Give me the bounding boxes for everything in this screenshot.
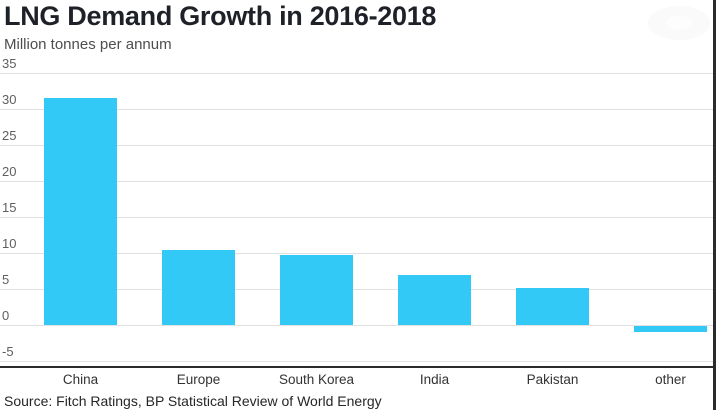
gridline-5	[0, 289, 713, 290]
x-axis-line	[0, 366, 716, 368]
gridline-15	[0, 217, 713, 218]
watermark-inner	[666, 16, 692, 30]
y-axis-tick-label--5: -5	[2, 344, 14, 359]
bar-china	[44, 98, 117, 325]
chart-subtitle: Million tonnes per annum	[4, 36, 172, 53]
y-axis-tick-label-20: 20	[2, 164, 17, 179]
right-border	[713, 0, 716, 410]
chart-title: LNG Demand Growth in 2016-2018	[4, 1, 437, 31]
x-axis-label-china: China	[62, 372, 99, 387]
source-note: Source: Fitch Ratings, BP Statistical Re…	[4, 393, 382, 409]
y-axis-tick-label-35: 35	[2, 56, 17, 71]
y-axis-tick-label-30: 30	[2, 92, 17, 107]
bar-other	[634, 326, 707, 332]
x-axis-label-pakistan: Pakistan	[526, 372, 579, 387]
gridline-25	[0, 145, 713, 146]
y-axis-tick-label-5: 5	[2, 272, 10, 287]
bar-pakistan	[516, 287, 589, 325]
gridline-0	[0, 325, 713, 326]
y-axis-tick-label-25: 25	[2, 128, 17, 143]
y-axis-tick-label-15: 15	[2, 200, 17, 215]
watermark	[648, 6, 710, 40]
bar-india	[398, 274, 471, 325]
x-axis-label-other: other	[655, 372, 686, 387]
x-axis-label-europe: Europe	[176, 372, 221, 387]
gridline-20	[0, 181, 713, 182]
gridline--5	[0, 361, 713, 362]
gridline-35	[0, 73, 713, 74]
y-axis-tick-label-10: 10	[2, 236, 17, 251]
bar-europe	[162, 250, 235, 325]
x-axis-label-india: India	[419, 372, 450, 387]
gridline-10	[0, 253, 713, 254]
y-axis-tick-label-0: 0	[2, 308, 10, 323]
gridline-30	[0, 109, 713, 110]
x-axis-label-south-korea: South Korea	[278, 372, 355, 387]
bar-south-korea	[280, 255, 353, 325]
